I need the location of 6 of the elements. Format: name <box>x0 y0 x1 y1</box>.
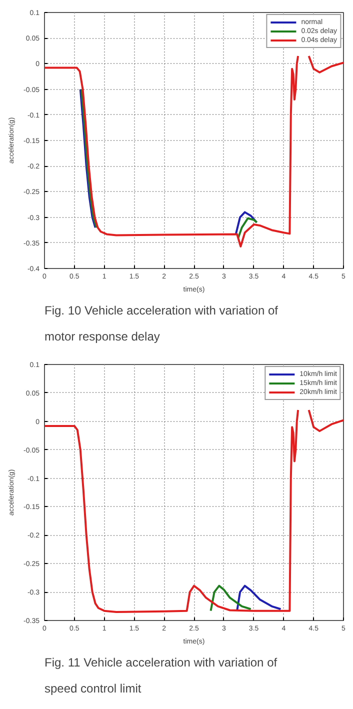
text: speed control limit <box>44 682 142 696</box>
line-series <box>210 584 252 612</box>
caption: Fig. 10 Vehicle acceleration with variation of <box>44 304 279 318</box>
line-series <box>236 584 282 612</box>
text: motor response delay <box>44 330 160 344</box>
caption: Fig. 11 Vehicle acceleration with variation of <box>44 656 278 670</box>
